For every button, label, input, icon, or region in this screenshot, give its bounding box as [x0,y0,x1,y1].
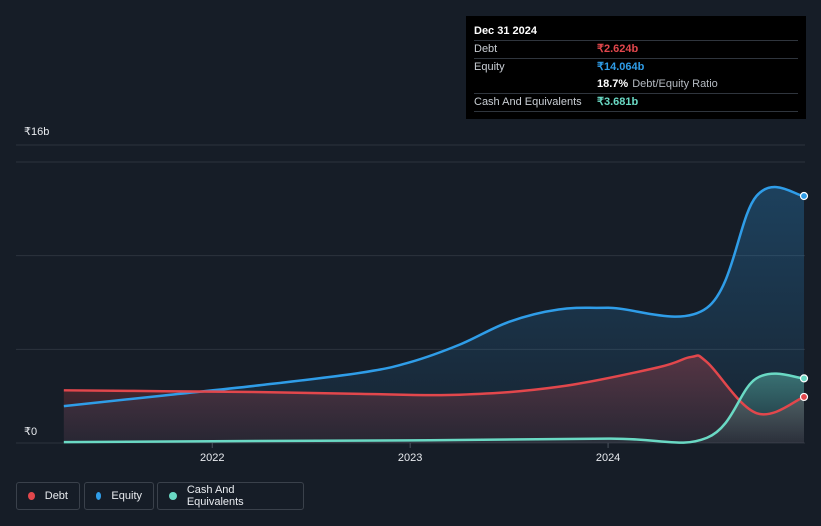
tooltip-label: Equity [474,61,505,73]
tooltip-row-equity: Equity ₹14.064b [474,58,798,76]
cash-and-equivalents-line [63,372,805,444]
legend-item-equity[interactable]: Equity [84,482,154,510]
x-tick-label: 2024 [596,452,620,464]
tooltip-row-cash: Cash And Equivalents ₹3.681b [474,93,798,112]
tooltip-value-debt: ₹2.624b [597,43,639,55]
legend-label: Equity [111,490,142,502]
series-lines [63,185,805,444]
tooltip-value-cash: ₹3.681b [597,96,639,108]
tooltip-label: Debt [474,43,498,55]
tooltip-value-equity: ₹14.064b [597,61,645,73]
legend-dot-icon [169,492,177,500]
x-axis-ticks: 2022 2023 2024 [200,443,620,464]
axes: ₹16b ₹0 [24,126,49,438]
x-tick-label: 2022 [200,452,224,464]
series-end-markers [799,191,809,402]
legend-item-cash[interactable]: Cash And Equivalents [157,482,304,510]
legend-dot-icon [28,492,35,500]
debt-line [63,354,805,416]
y-axis-zero-label: ₹0 [24,426,37,438]
debt-end-marker [799,392,809,402]
tooltip-row-debt: Debt ₹2.624b [474,40,798,58]
legend-dot-icon [96,492,102,500]
tooltip-panel: Dec 31 2024 Debt ₹2.624b Equity ₹14.064b… [466,16,806,119]
series-areas [63,187,805,443]
tooltip-ratio-suffix: Debt/Equity Ratio [632,78,718,90]
tooltip-label: Cash And Equivalents [474,96,582,108]
tooltip-label [474,76,597,93]
x-tick-label: 2023 [398,452,422,464]
y-axis-top-label: ₹16b [24,126,49,138]
equity-end-marker [799,191,809,201]
legend-label: Cash And Equivalents [186,484,244,508]
cash-and-equivalents-area [63,373,805,443]
tooltip-value-ratio: 18.7% [597,78,629,90]
equity-line [63,185,805,408]
debt-area [63,355,805,443]
tooltip-date: Dec 31 2024 [474,25,537,37]
legend-label: Debt [44,490,68,502]
cash-and-equivalents-end-marker [799,374,809,383]
tooltip-row-ratio: 18.7% Debt/Equity Ratio [474,76,798,93]
legend-item-debt[interactable]: Debt [16,482,80,510]
